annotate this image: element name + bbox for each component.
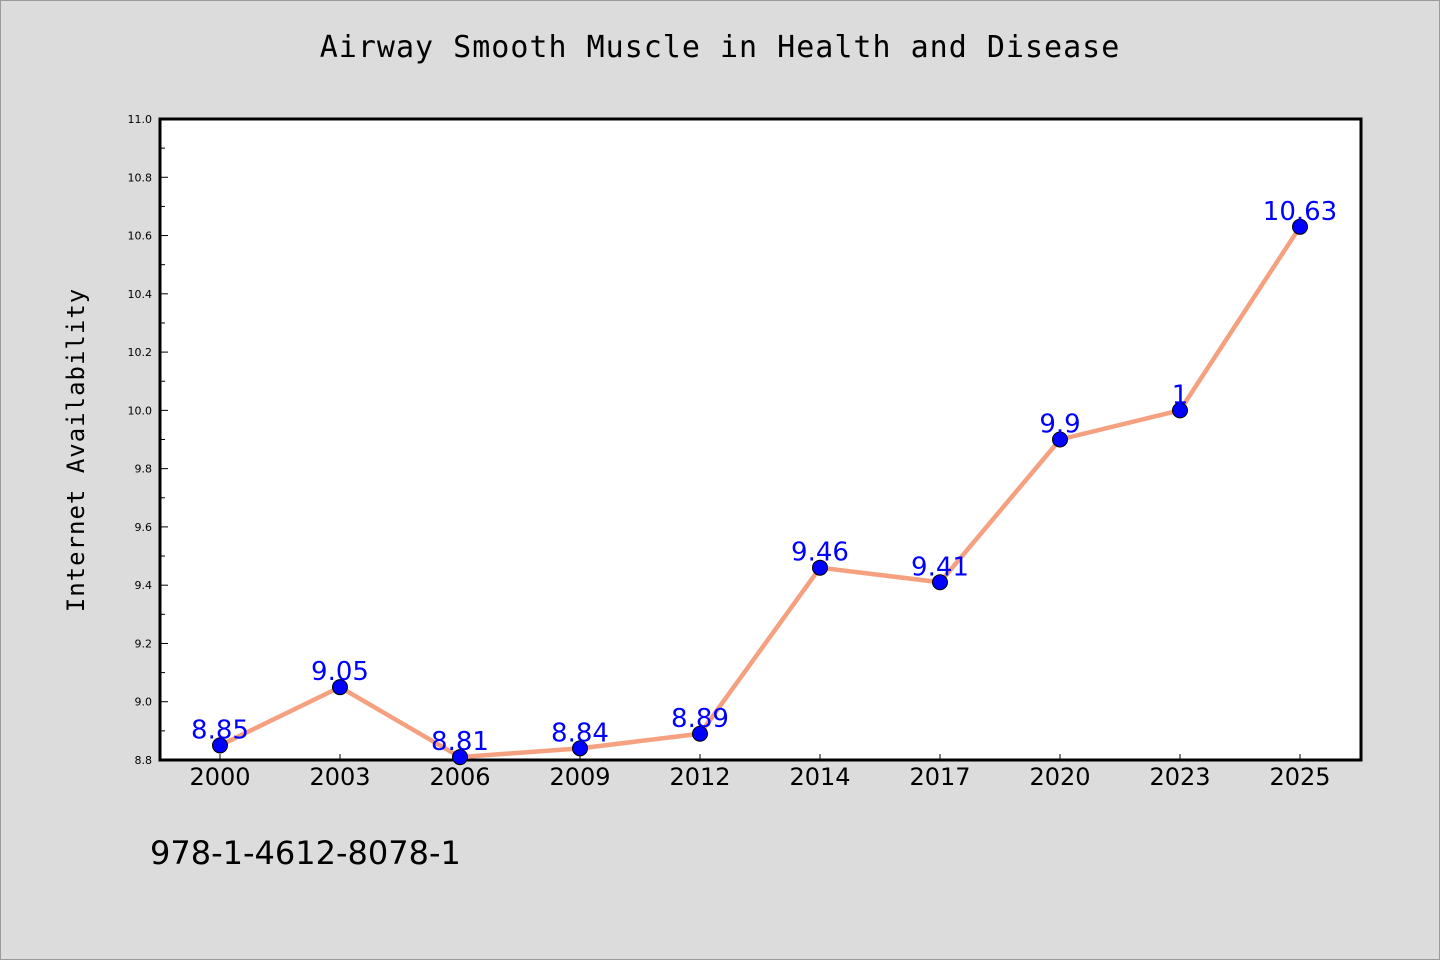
data-markers: [212, 218, 1308, 766]
data-point: [1292, 218, 1308, 235]
x-tick-label: 2012: [669, 763, 730, 791]
data-point: [932, 574, 948, 591]
data-label: 8.81: [431, 727, 489, 757]
data-label: 1: [1172, 380, 1189, 410]
y-axis-ticks: 8.8 9.0 9.2 9.4 9.6 9.8 10.0 10.2 10.4 10.6 10.8 11…: [128, 113, 168, 767]
y-tick-label: 10.4: [128, 288, 153, 301]
data-label: 8.89: [671, 704, 729, 734]
y-tick-label: 10.8: [128, 171, 153, 184]
isbn-footer: 978-1-4612-8078-1: [150, 834, 461, 872]
x-tick-label: 2009: [549, 763, 610, 791]
data-label: 9.05: [311, 657, 369, 687]
data-label: 8.85: [191, 715, 249, 745]
data-point: [1052, 431, 1068, 448]
y-tick-label: 9.8: [135, 463, 153, 476]
y-tick-label: 9.2: [135, 637, 153, 650]
y-tick-label: 9.0: [135, 696, 153, 709]
y-tick-label: 10.2: [128, 346, 153, 359]
data-point: [812, 559, 828, 576]
data-label: 8.84: [551, 718, 609, 748]
x-tick-label: 2023: [1149, 763, 1210, 791]
x-tick-label: 2003: [309, 763, 370, 791]
data-label: 9.41: [911, 552, 969, 582]
y-tick-label: 11.0: [128, 113, 153, 126]
series-line: [219, 225, 1302, 760]
y-tick-label: 10.6: [128, 230, 153, 243]
x-axis-ticks: 2000 2003 2006 2009 2012 2014 2017 2020 2023 2025: [189, 754, 1331, 791]
y-tick-label: 9.6: [135, 521, 153, 534]
data-point: [452, 749, 468, 766]
data-label: 10.63: [1263, 197, 1337, 227]
chart-title: Airway Smooth Muscle in Health and Disea…: [319, 30, 1121, 65]
data-label: 9.9: [1039, 410, 1080, 440]
data-point: [332, 679, 348, 696]
data-point: [692, 725, 708, 742]
x-tick-label: 2017: [909, 763, 970, 791]
x-tick-label: 2025: [1269, 763, 1330, 791]
y-tick-label: 10.0: [128, 404, 153, 417]
x-tick-label: 2014: [789, 763, 850, 791]
y-tick-label: 9.4: [135, 579, 153, 592]
data-point: [212, 737, 228, 754]
y-tick-label: 8.8: [135, 754, 153, 767]
data-point: [1172, 402, 1188, 419]
x-tick-label: 2006: [429, 763, 490, 791]
x-tick-label: 2000: [189, 763, 250, 791]
data-label: 9.46: [791, 538, 849, 568]
data-point: [572, 740, 588, 757]
x-tick-label: 2020: [1029, 763, 1090, 791]
data-labels: 8.85 9.05 8.81 8.84 8.89 9.46 9.41 9.9 1 10.63: [191, 197, 1337, 757]
